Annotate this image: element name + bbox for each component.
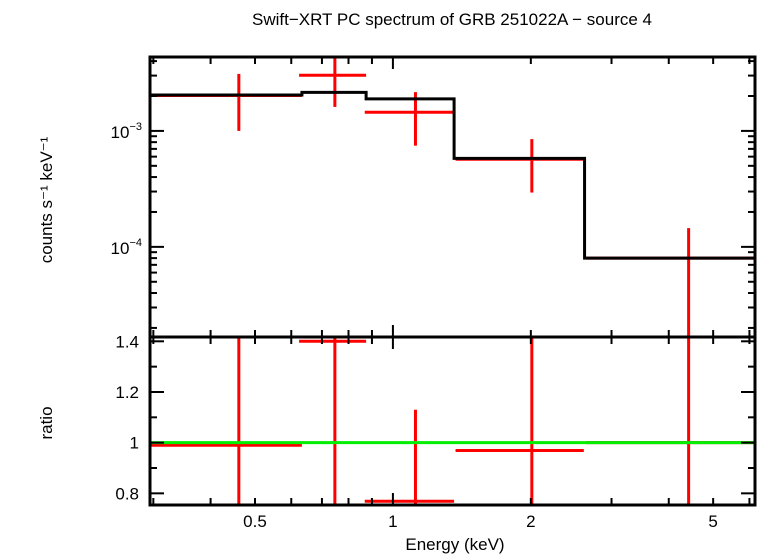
x-tick-label: 2 (526, 512, 535, 531)
y-tick-label-top: 10−3 (111, 121, 142, 142)
x-tick-label: 1 (388, 512, 397, 531)
x-tick-label: 5 (708, 512, 717, 531)
tick-exponent: −3 (129, 121, 142, 133)
y-tick-label-bottom: 1.2 (115, 383, 139, 402)
y-tick-label-bottom: 1.4 (115, 332, 139, 351)
tick-base: 10 (111, 123, 130, 142)
y-axis-label-bottom: ratio (37, 406, 56, 439)
tick-exponent: −4 (129, 237, 142, 249)
model-step-line (150, 90, 755, 260)
y-tick-label-bottom: 1 (130, 434, 139, 453)
x-tick-label: 0.5 (243, 512, 267, 531)
y-axis-label-top: counts s⁻¹ keV⁻¹ (37, 136, 56, 263)
chart-title: Swift−XRT PC spectrum of GRB 251022A − s… (252, 10, 652, 29)
bottom-panel-frame (148, 335, 757, 507)
x-axis-label: Energy (keV) (405, 535, 504, 554)
tick-base: 10 (111, 239, 130, 258)
y-tick-label-bottom: 0.8 (115, 484, 139, 503)
y-tick-label-top: 10−4 (111, 237, 142, 258)
